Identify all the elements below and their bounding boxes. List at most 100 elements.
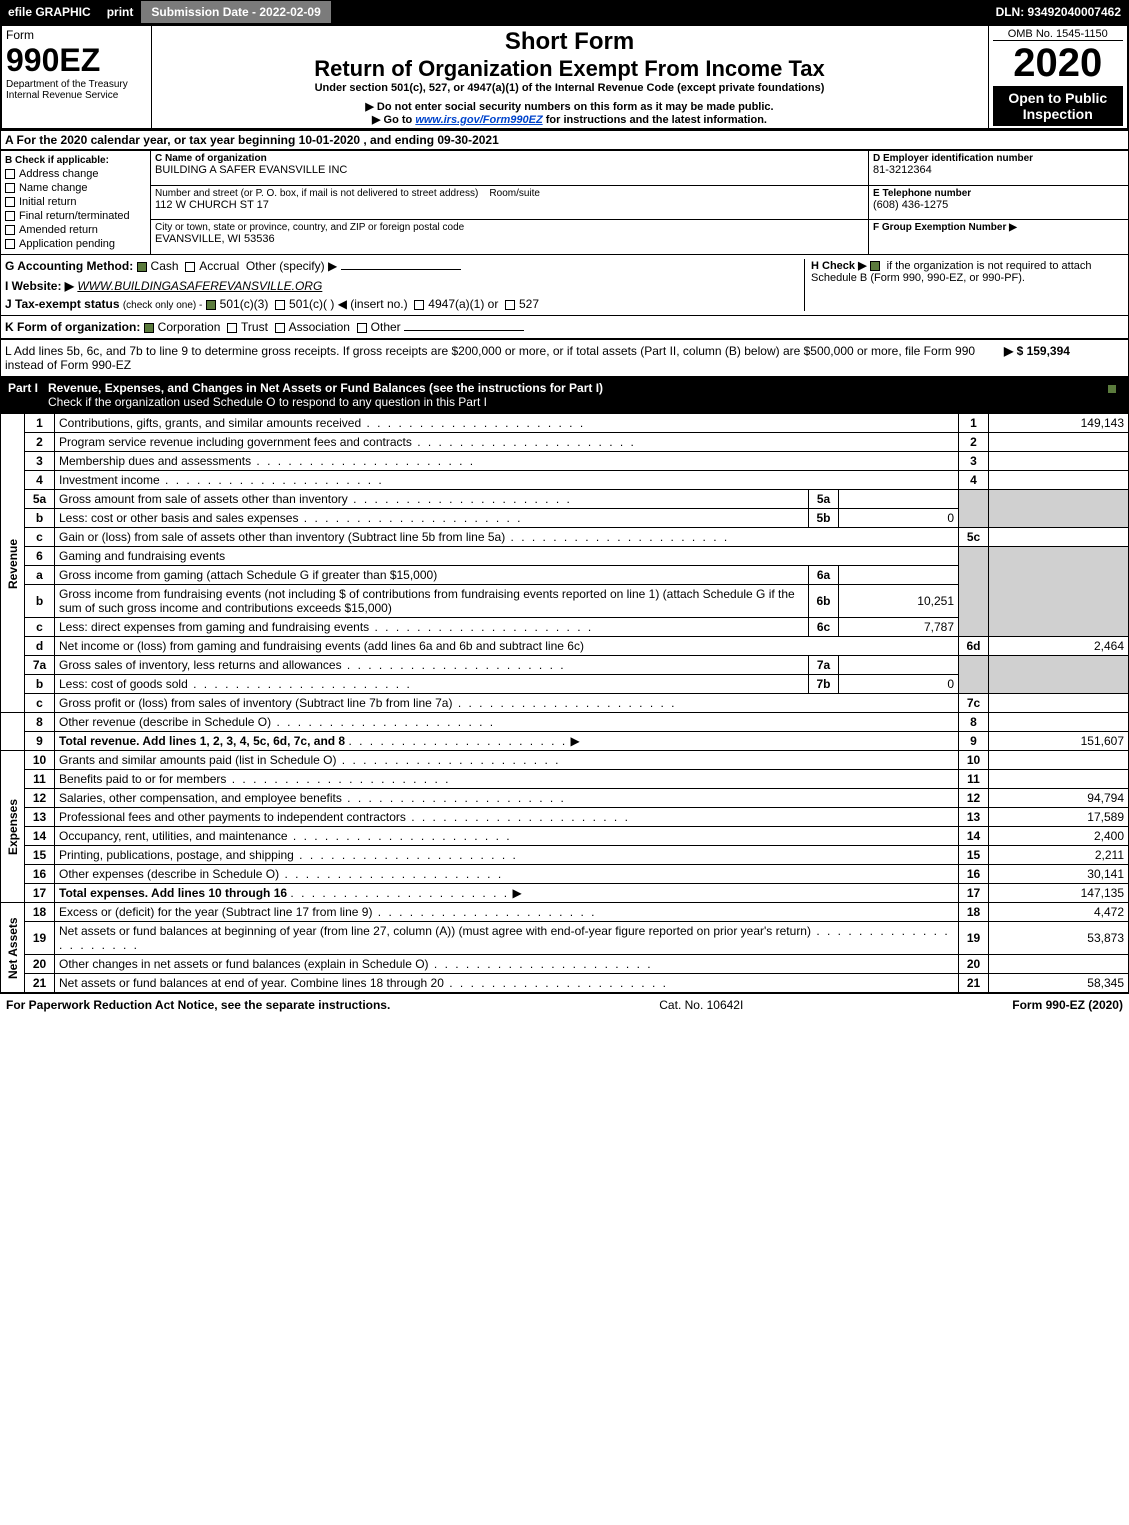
other-org-input[interactable] [404,330,524,331]
line5c-desc: Gain or (loss) from sale of assets other… [55,528,959,547]
line5c-ref: 5c [959,528,989,547]
accrual-label: Accrual [199,259,239,273]
other-specify-label: Other (specify) ▶ [246,259,337,273]
line13-num: 13 [25,808,55,827]
row-i-label: I Website: ▶ [5,279,74,293]
addr-change-label: Address change [19,168,99,180]
irs-link[interactable]: www.irs.gov/Form990EZ [415,114,542,126]
501c3-label: 501(c)(3) [220,297,269,311]
line7c-desc: Gross profit or (loss) from sales of inv… [55,694,959,713]
street-value: 112 W CHURCH ST 17 [155,199,864,211]
line9-arrow: ▶ [571,734,580,748]
phone-value: (608) 436-1275 [873,199,1124,211]
final-return-checkbox[interactable] [5,211,15,221]
dln: DLN: 93492040007462 [996,5,1129,19]
print-link[interactable]: print [99,5,142,19]
line15-ref: 15 [959,846,989,865]
line6d-num: d [25,637,55,656]
app-pending-checkbox[interactable] [5,239,15,249]
line7c-num: c [25,694,55,713]
part1-lines: Revenue 1 Contributions, gifts, grants, … [0,413,1129,993]
name-change-checkbox[interactable] [5,183,15,193]
line19-num: 19 [25,922,55,955]
line11-num: 11 [25,770,55,789]
line5b-desc: Less: cost or other basis and sales expe… [55,509,809,528]
accrual-checkbox[interactable] [185,262,195,272]
line16-num: 16 [25,865,55,884]
amended-return-checkbox[interactable] [5,225,15,235]
footer-center: Cat. No. 10642I [659,998,743,1012]
box-f-label: F Group Exemption Number ▶ [873,222,1124,233]
other-org-checkbox[interactable] [357,323,367,333]
501c-label: 501(c)( ) ◀ (insert no.) [289,297,408,311]
website-link[interactable]: WWW.BUILDINGASAFEREVANSVILLE.ORG [77,279,322,293]
footer-right: Form 990-EZ (2020) [1012,998,1123,1012]
501c3-checkbox[interactable] [206,300,216,310]
line4-num: 4 [25,471,55,490]
line19-ref: 19 [959,922,989,955]
corp-checkbox[interactable] [144,323,154,333]
line9-ref: 9 [959,732,989,751]
amended-return-label: Amended return [19,224,98,236]
line17-val: 147,135 [989,884,1129,903]
goto-note: ▶ Go to www.irs.gov/Form990EZ for instru… [156,113,984,126]
org-info-block: B Check if applicable: Address change Na… [0,150,1129,255]
box-c-label: C Name of organization [155,153,864,164]
initial-return-checkbox[interactable] [5,197,15,207]
row-h-label: H Check ▶ [811,260,867,272]
schedule-b-checkbox[interactable] [870,261,880,271]
part1-schedule-o-checkbox[interactable] [1107,384,1117,394]
page-footer: For Paperwork Reduction Act Notice, see … [0,993,1129,1016]
line3-ref: 3 [959,452,989,471]
assoc-checkbox[interactable] [275,323,285,333]
line21-val: 58,345 [989,974,1129,993]
line15-val: 2,211 [989,846,1129,865]
line12-desc: Salaries, other compensation, and employ… [55,789,959,808]
line6d-val: 2,464 [989,637,1129,656]
line5c-val [989,528,1129,547]
line6a-subval [839,566,959,585]
netassets-sidelabel: Net Assets [1,903,25,993]
line1-desc: Contributions, gifts, grants, and simila… [55,414,959,433]
line2-num: 2 [25,433,55,452]
line6c-num: c [25,618,55,637]
form-header: Form 990EZ Department of the Treasury In… [0,24,1129,130]
line19-val: 53,873 [989,922,1129,955]
cash-checkbox[interactable] [137,262,147,272]
line10-desc: Grants and similar amounts paid (list in… [55,751,959,770]
527-checkbox[interactable] [505,300,515,310]
other-specify-input[interactable] [341,269,461,270]
501c-checkbox[interactable] [275,300,285,310]
short-form-title: Short Form [156,28,984,56]
row-l-text: L Add lines 5b, 6c, and 7b to line 9 to … [5,344,1004,372]
line6-desc: Gaming and fundraising events [55,547,959,566]
line8-num: 8 [25,713,55,732]
initial-return-label: Initial return [19,196,76,208]
row-k-label: K Form of organization: [5,320,140,334]
efile-link[interactable]: efile GRAPHIC [0,5,99,19]
line6b-num: b [25,585,55,618]
city-value: EVANSVILLE, WI 53536 [155,233,864,245]
line5b-subval: 0 [839,509,959,528]
line14-val: 2,400 [989,827,1129,846]
line8-val [989,713,1129,732]
line3-val [989,452,1129,471]
line16-val: 30,141 [989,865,1129,884]
line2-desc: Program service revenue including govern… [55,433,959,452]
line6b-sub: 6b [809,585,839,618]
line6-num: 6 [25,547,55,566]
line19-desc: Net assets or fund balances at beginning… [55,922,959,955]
open-to-public: Open to Public Inspection [993,86,1124,126]
ein-value: 81-3212364 [873,164,1124,176]
line18-val: 4,472 [989,903,1129,922]
line5a-num: 5a [25,490,55,509]
4947a1-label: 4947(a)(1) or [428,297,498,311]
line6c-sub: 6c [809,618,839,637]
corp-label: Corporation [158,320,221,334]
box-d-label: D Employer identification number [873,153,1124,164]
addr-change-checkbox[interactable] [5,169,15,179]
trust-checkbox[interactable] [227,323,237,333]
4947a1-checkbox[interactable] [414,300,424,310]
line2-val [989,433,1129,452]
line7a-sub: 7a [809,656,839,675]
